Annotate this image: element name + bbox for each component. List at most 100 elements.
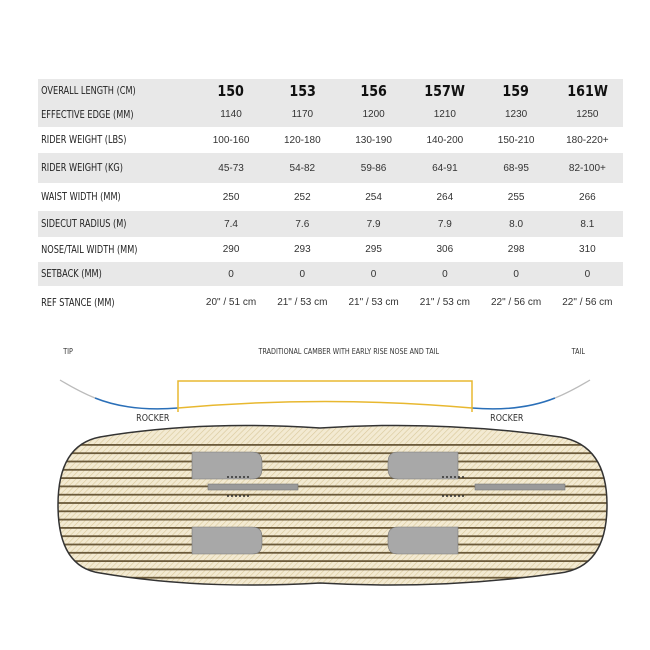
row-value: 22" / 56 cm: [490, 297, 542, 308]
row-value: 21" / 53 cm: [419, 297, 470, 308]
camber-curve: [177, 400, 473, 409]
row-label: EFFECTIVE EDGE (MM): [41, 108, 134, 121]
row-value: 266: [579, 191, 596, 203]
insert-hole: [227, 476, 229, 478]
core-stripe: [58, 493, 607, 496]
table-row: EFFECTIVE EDGE (MM) 1140 1170 1200 1210 1230 1…: [38, 102, 623, 127]
row-value: 1210: [433, 109, 456, 120]
row-value: 130-190: [355, 134, 392, 146]
core-stripe: [58, 576, 607, 579]
row-value: 264: [436, 191, 454, 203]
row-value: 7.9: [366, 218, 381, 230]
core-stripe: [58, 444, 607, 446]
size-153: 153: [289, 81, 316, 100]
tip-label: TIP: [63, 347, 73, 356]
table-row: RIDER WEIGHT (LBS) 100-160 120-180 130-190 1…: [38, 127, 623, 153]
table-row: WAIST WIDTH (MM) 250 252 254 264 255 266: [38, 183, 623, 211]
core-stripe: [58, 468, 607, 471]
row-label: NOSE/TAIL WIDTH (MM): [41, 243, 138, 256]
insert-hole: [235, 476, 237, 478]
insert-hole: [235, 495, 237, 497]
table-row: RIDER WEIGHT (KG) 45-73 54-82 59-86 64-91 68-…: [38, 153, 623, 183]
insert-hole: [450, 495, 452, 497]
insert-hole: [458, 476, 460, 478]
row-value: 0: [228, 268, 234, 280]
row-value: 255: [507, 191, 525, 203]
table-row: SIDECUT RADIUS (M) 7.4 7.6 7.9 7.9 8.0 8.1: [38, 211, 623, 237]
row-label: SIDECUT RADIUS (M): [41, 218, 127, 230]
insert-hole: [247, 495, 249, 497]
row-value: 1140: [220, 109, 242, 120]
rocker-right-curve: [471, 397, 556, 410]
insert-hole: [454, 495, 456, 497]
size-159: 159: [502, 81, 530, 100]
traction-pad: [387, 526, 459, 555]
size-161w: 161W: [567, 81, 608, 100]
core-stripe: [58, 510, 607, 513]
row-value: 68-95: [503, 162, 529, 174]
insert-hole: [231, 495, 233, 497]
core-stripe: [58, 535, 607, 538]
row-value: 180-220+: [566, 134, 609, 146]
core-stripe: [58, 527, 607, 529]
insert-hole: [442, 495, 444, 497]
insert-hole: [239, 495, 241, 497]
spec-table: OVERALL LENGTH (CM) 150 153 156 157W 159…: [38, 79, 623, 319]
rocker-left-curve: [94, 397, 179, 410]
row-value: 0: [513, 268, 519, 280]
row-value: 1250: [576, 109, 599, 120]
table-row: REF STANCE (MM) 20" / 51 cm 21" / 53 cm 21"…: [38, 286, 623, 319]
insert-hole: [462, 476, 464, 478]
row-value: 254: [365, 191, 382, 203]
insert-hole: [231, 476, 233, 478]
row-value: 298: [507, 244, 525, 255]
row-value: 120-180: [283, 134, 321, 146]
traction-pad: [387, 451, 459, 480]
core-stripe: [58, 568, 607, 571]
row-value: 7.6: [295, 218, 310, 230]
row-value: 8.1: [580, 218, 595, 230]
tail-curve: [554, 379, 591, 399]
row-value: 293: [293, 244, 311, 255]
row-value: 290: [222, 244, 240, 255]
row-value: 140-200: [426, 134, 464, 146]
binding-pad: [207, 483, 299, 491]
row-label: WAIST WIDTH (MM): [41, 191, 121, 203]
row-label: SETBACK (MM): [41, 268, 102, 280]
size-150: 150: [217, 81, 245, 100]
insert-hole: [442, 476, 444, 478]
row-value: 64-91: [432, 162, 458, 174]
row-value: 1200: [362, 109, 385, 120]
row-value: 310: [579, 244, 596, 255]
row-value: 0: [370, 268, 377, 280]
row-label: OVERALL LENGTH (CM): [41, 84, 136, 97]
insert-hole: [450, 476, 452, 478]
row-value: 0: [299, 268, 306, 280]
insert-hole: [247, 476, 249, 478]
row-value: 8.0: [509, 218, 524, 230]
insert-hole: [462, 495, 464, 497]
row-value: 22" / 56 cm: [562, 297, 613, 308]
insert-hole: [227, 495, 229, 497]
row-value: 1230: [504, 109, 528, 120]
core-stripe: [58, 560, 607, 562]
insert-hole: [446, 476, 448, 478]
row-value: 7.9: [437, 218, 452, 230]
row-value: 82-100+: [568, 162, 606, 174]
core-stripe: [58, 502, 607, 504]
traction-pad: [191, 526, 263, 555]
insert-hole: [446, 495, 448, 497]
row-value: 20" / 51 cm: [205, 297, 257, 308]
row-value: 45-73: [218, 162, 244, 174]
profile-title: TRADITIONAL CAMBER WITH EARLY RISE NOSE …: [258, 347, 440, 356]
traction-pad: [191, 451, 263, 480]
size-156: 156: [360, 81, 387, 100]
core-stripe: [58, 518, 607, 521]
core-stripe: [58, 551, 607, 554]
row-value: 150-210: [497, 134, 535, 146]
row-value: 1170: [291, 109, 314, 120]
row-value: 306: [436, 244, 454, 255]
size-157w: 157W: [424, 81, 466, 100]
row-label: REF STANCE (MM): [41, 296, 115, 309]
